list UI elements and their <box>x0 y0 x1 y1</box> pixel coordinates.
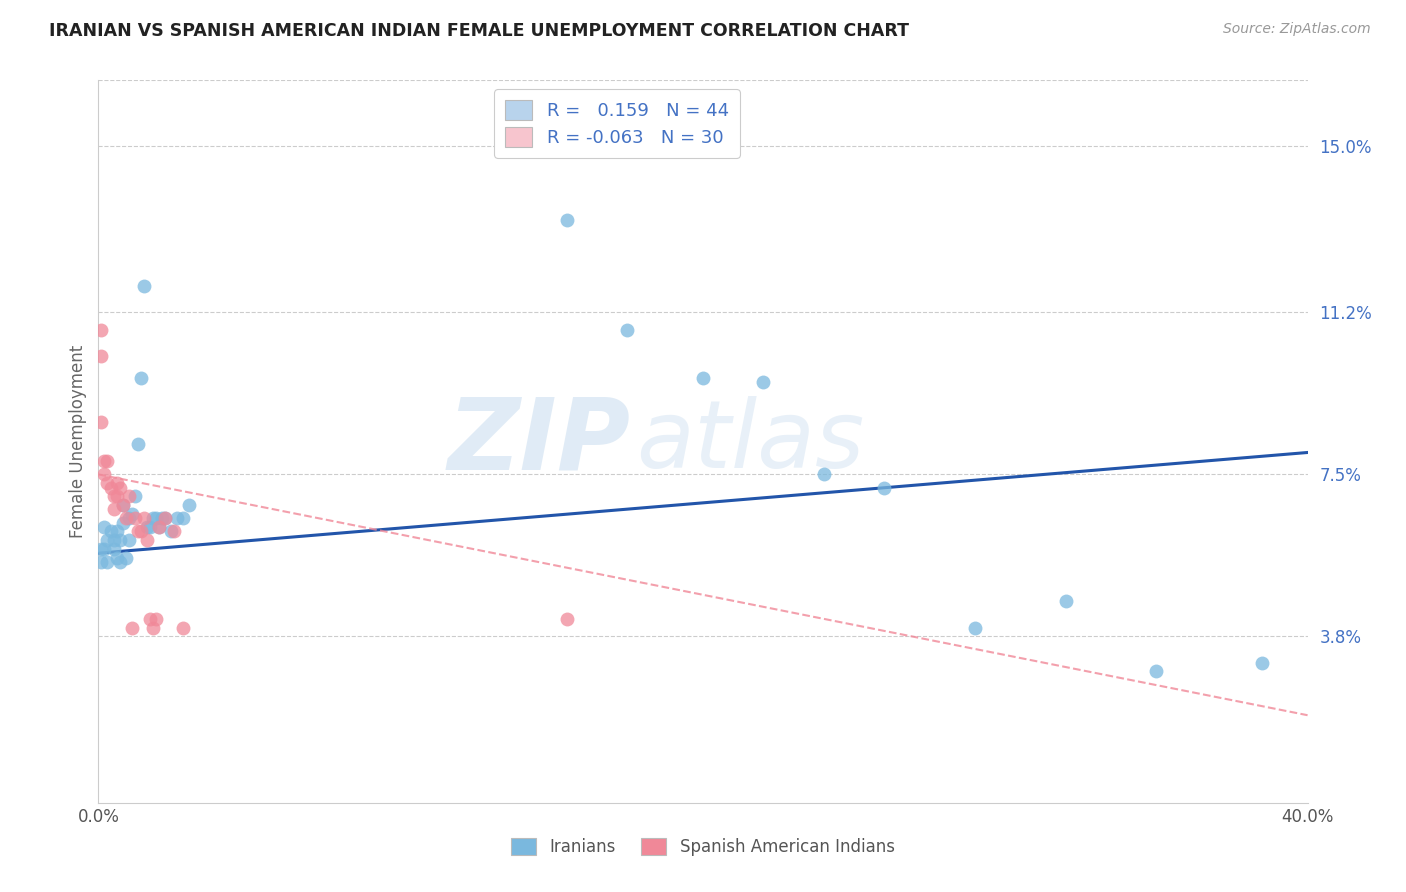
Point <box>111 498 134 512</box>
Point <box>132 279 155 293</box>
Point <box>127 524 149 539</box>
Point <box>616 323 638 337</box>
Point <box>108 481 131 495</box>
Point <box>90 555 112 569</box>
Point <box>118 533 141 547</box>
Point <box>873 481 896 495</box>
Text: Source: ZipAtlas.com: Source: ZipAtlas.com <box>1223 22 1371 37</box>
Point <box>105 476 128 491</box>
Point <box>103 533 125 547</box>
Point <box>111 516 134 530</box>
Point <box>172 621 194 635</box>
Point <box>965 621 987 635</box>
Point <box>103 502 125 516</box>
Point <box>1144 665 1167 679</box>
Point <box>148 520 170 534</box>
Point <box>96 533 118 547</box>
Point <box>114 511 136 525</box>
Point <box>105 550 128 565</box>
Point <box>160 524 183 539</box>
Point <box>100 524 122 539</box>
Point <box>139 520 162 534</box>
Point <box>153 511 176 525</box>
Point <box>93 520 115 534</box>
Point <box>90 323 112 337</box>
Text: IRANIAN VS SPANISH AMERICAN INDIAN FEMALE UNEMPLOYMENT CORRELATION CHART: IRANIAN VS SPANISH AMERICAN INDIAN FEMAL… <box>49 22 910 40</box>
Point <box>163 524 186 539</box>
Point <box>135 520 157 534</box>
Point <box>150 511 173 525</box>
Point <box>96 476 118 491</box>
Point <box>1054 594 1077 608</box>
Legend: Iranians, Spanish American Indians: Iranians, Spanish American Indians <box>505 831 901 863</box>
Point <box>108 555 131 569</box>
Point <box>103 489 125 503</box>
Point <box>145 511 167 525</box>
Y-axis label: Female Unemployment: Female Unemployment <box>69 345 87 538</box>
Point <box>129 524 152 539</box>
Point <box>127 436 149 450</box>
Point <box>105 489 128 503</box>
Point <box>124 511 146 525</box>
Text: ZIP: ZIP <box>447 393 630 490</box>
Point <box>108 533 131 547</box>
Point <box>129 371 152 385</box>
Point <box>100 481 122 495</box>
Point <box>752 376 775 390</box>
Point <box>90 349 112 363</box>
Point <box>813 467 835 482</box>
Point <box>118 511 141 525</box>
Point <box>93 454 115 468</box>
Point <box>142 511 165 525</box>
Point <box>90 415 112 429</box>
Point <box>121 507 143 521</box>
Point <box>90 541 112 556</box>
Point <box>142 621 165 635</box>
Point <box>555 612 578 626</box>
Point <box>153 511 176 525</box>
Point <box>124 489 146 503</box>
Point <box>96 454 118 468</box>
Point <box>132 511 155 525</box>
Point <box>1251 656 1274 670</box>
Point <box>139 612 162 626</box>
Point <box>93 541 115 556</box>
Point <box>135 533 157 547</box>
Point <box>103 541 125 556</box>
Point <box>555 213 578 227</box>
Point <box>145 612 167 626</box>
Point <box>93 467 115 482</box>
Point <box>172 511 194 525</box>
Point <box>148 520 170 534</box>
Point <box>121 621 143 635</box>
Point <box>105 524 128 539</box>
Point <box>118 489 141 503</box>
Text: atlas: atlas <box>637 396 865 487</box>
Point <box>179 498 201 512</box>
Point <box>692 371 714 385</box>
Point <box>114 550 136 565</box>
Point <box>111 498 134 512</box>
Point <box>166 511 188 525</box>
Point <box>96 555 118 569</box>
